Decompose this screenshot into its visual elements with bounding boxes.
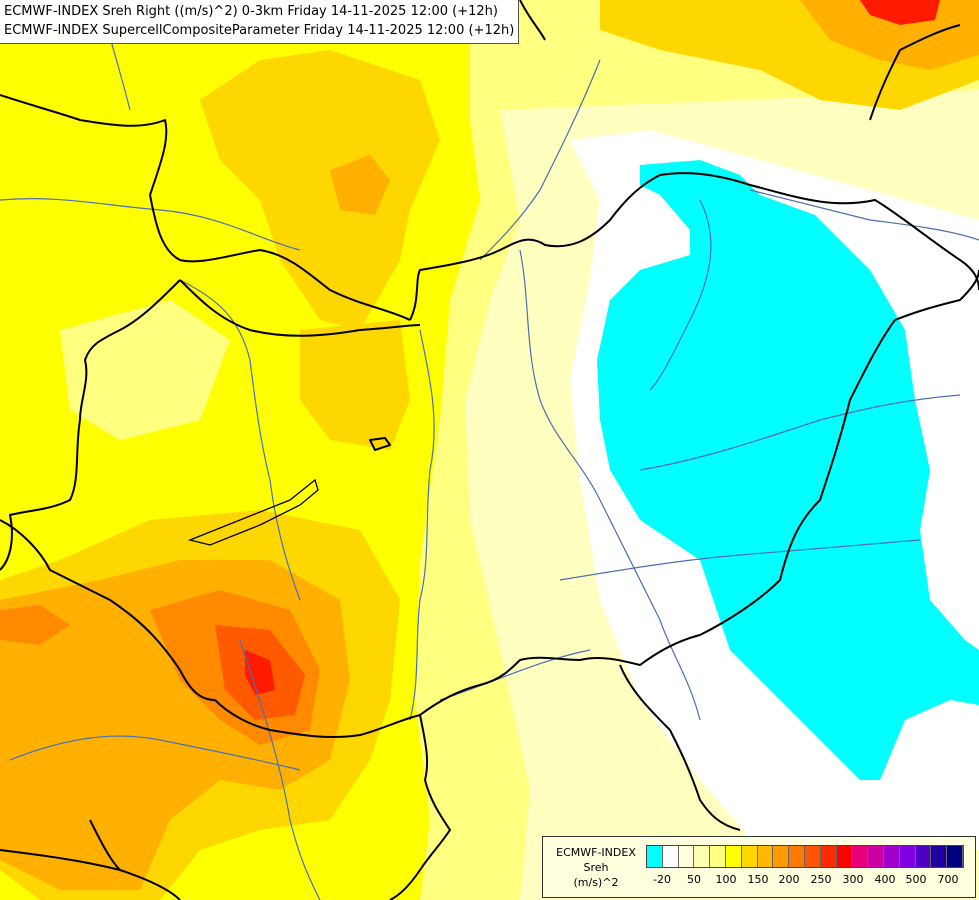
legend-swatch <box>899 846 916 867</box>
border <box>699 269 979 636</box>
legend-swatch <box>789 846 805 867</box>
river <box>559 539 921 581</box>
map-title-line-1: ECMWF-INDEX Sreh Right ((m/s)^2) 0-3km F… <box>4 4 498 19</box>
legend-swatch <box>694 846 711 867</box>
color-legend: ECMWF-INDEX Sreh (m/s)^2 -20 50 100 150 200 2… <box>542 836 976 898</box>
river <box>9 735 301 771</box>
legend-swatch <box>710 846 726 867</box>
border <box>369 437 391 451</box>
legend-swatch <box>773 846 790 867</box>
legend-title-line-1: ECMWF-INDEX <box>556 846 636 859</box>
legend-tick-label: 150 <box>747 873 769 886</box>
border <box>619 664 741 831</box>
legend-swatch <box>836 846 853 867</box>
sreh-field-red-northeast <box>860 0 940 25</box>
legend-swatch <box>725 846 742 867</box>
border <box>419 634 701 716</box>
legend-color-scale <box>646 845 964 868</box>
river <box>0 198 301 251</box>
legend-title-line-3: (m/s)^2 <box>573 876 619 889</box>
legend-swatch <box>757 846 774 867</box>
legend-tick-label: 200 <box>778 873 800 886</box>
border <box>409 172 979 321</box>
legend-swatch <box>647 846 663 867</box>
border <box>179 279 421 337</box>
river <box>179 279 301 601</box>
map-title-line-2: ECMWF-INDEX SupercellCompositeParameter … <box>4 23 515 38</box>
border <box>0 94 411 321</box>
border <box>0 519 421 739</box>
legend-swatch <box>883 846 900 867</box>
river <box>649 199 712 391</box>
legend-swatch <box>915 846 932 867</box>
lake-outline <box>187 478 319 546</box>
river <box>409 329 435 721</box>
river <box>749 189 979 241</box>
legend-tick-label: -20 <box>653 873 671 886</box>
river <box>239 639 321 900</box>
legend-tick-label: 50 <box>687 873 701 886</box>
sreh-field-gold-central <box>300 320 410 450</box>
border <box>869 24 961 121</box>
legend-swatch <box>852 846 869 867</box>
border <box>0 279 181 571</box>
legend-tick-label: 400 <box>874 873 896 886</box>
legend-swatch <box>947 846 963 867</box>
river <box>519 249 601 501</box>
legend-tick-label: 500 <box>905 873 927 886</box>
legend-tick-label: 300 <box>842 873 864 886</box>
sreh-field-red <box>245 650 275 695</box>
legend-tick-labels: -20 50 100 150 200 250 300 400 500 700 <box>646 873 971 889</box>
border <box>0 849 181 900</box>
river <box>479 59 601 261</box>
river <box>439 649 591 701</box>
sreh-field-gold-north <box>200 50 440 330</box>
legend-swatch <box>678 846 695 867</box>
legend-swatch <box>662 846 679 867</box>
legend-swatch <box>804 846 821 867</box>
border <box>389 714 451 900</box>
legend-swatch <box>931 846 948 867</box>
border <box>89 819 121 871</box>
legend-tick-label: 100 <box>715 873 737 886</box>
sreh-field-dark-orange-west <box>0 605 70 645</box>
border <box>519 0 546 41</box>
river <box>599 499 701 721</box>
sreh-field-light-yellow-west <box>60 300 230 440</box>
legend-title-line-2: Sreh <box>583 861 609 874</box>
sreh-field-orange-north <box>330 155 390 215</box>
river <box>639 394 961 471</box>
legend-swatch <box>741 846 758 867</box>
legend-title: ECMWF-INDEX Sreh (m/s)^2 <box>547 845 645 890</box>
legend-swatch <box>820 846 837 867</box>
map-title-box: ECMWF-INDEX Sreh Right ((m/s)^2) 0-3km F… <box>0 0 520 44</box>
legend-tick-label: 250 <box>810 873 832 886</box>
legend-swatch <box>868 846 884 867</box>
legend-tick-label: 700 <box>937 873 959 886</box>
